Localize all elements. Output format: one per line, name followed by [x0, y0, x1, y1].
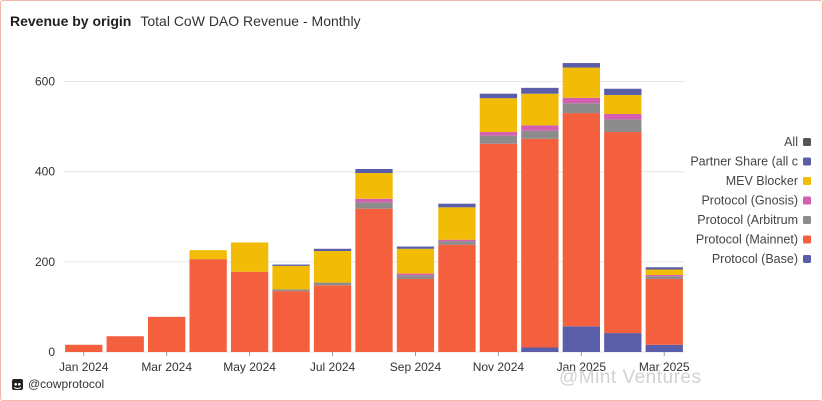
bar-segment — [355, 202, 393, 209]
bar-segment — [396, 246, 435, 249]
bar-segment — [479, 143, 518, 352]
legend-label: Partner Share (all c — [690, 155, 798, 169]
bar-segment — [148, 316, 186, 352]
bar-segment — [272, 265, 310, 290]
bar-segment — [479, 93, 518, 99]
bar-segment — [604, 95, 642, 114]
chart-title: Revenue by origin — [10, 13, 132, 29]
bar-segment — [189, 250, 227, 260]
x-tick-label: Jan 2025 — [557, 360, 607, 374]
bar-segment — [230, 271, 269, 352]
x-tick-label: Sep 2024 — [390, 360, 442, 374]
bar-segment — [521, 130, 559, 139]
bar-segment — [438, 203, 476, 208]
bar-segment — [562, 103, 600, 114]
bar-segment — [562, 97, 600, 104]
bar-segment — [604, 119, 642, 133]
footer-handle: @cowprotocol — [12, 377, 104, 391]
bar-segment — [521, 347, 559, 352]
x-tick-label: Mar 2024 — [141, 360, 192, 374]
legend-swatch — [803, 216, 811, 224]
bar-segment — [604, 132, 642, 334]
bar-segment — [65, 344, 103, 352]
bar-segment — [479, 135, 518, 144]
x-tick-label: Jul 2024 — [310, 360, 356, 374]
bar-segment — [645, 278, 683, 345]
bar-segment — [438, 239, 476, 242]
bar-segment — [272, 291, 310, 352]
bar-segment — [438, 241, 476, 245]
chart-subtitle: Total CoW DAO Revenue - Monthly — [140, 13, 361, 29]
y-tick-label: 200 — [35, 255, 55, 269]
legend-label: Protocol (Arbitrum — [697, 213, 798, 227]
legend-label: All — [784, 135, 798, 149]
cow-logo-icon — [12, 378, 23, 390]
x-tick-label: Nov 2024 — [473, 360, 525, 374]
legend-label: MEV Blocker — [726, 174, 798, 188]
bar-segment — [355, 168, 393, 174]
legend-swatch — [803, 255, 811, 263]
bar-segment — [313, 251, 352, 283]
bar-segment — [438, 244, 476, 352]
y-tick-label: 600 — [35, 75, 55, 89]
bar-segment — [313, 282, 352, 286]
x-tick-label: Jan 2024 — [59, 360, 109, 374]
legend-swatch — [803, 138, 811, 146]
footer-handle-text: @cowprotocol — [28, 377, 105, 391]
bar-segment — [396, 275, 435, 279]
bar-segment — [355, 208, 393, 352]
bar-segment — [521, 138, 559, 348]
bar-segment — [604, 333, 642, 352]
legend-label: Protocol (Mainnet) — [696, 233, 798, 247]
bar-segment — [189, 259, 227, 352]
bar-segment — [479, 132, 518, 136]
bar-segment — [645, 276, 683, 279]
legend-label: Protocol (Gnosis) — [701, 194, 798, 208]
bar-segment — [645, 269, 683, 275]
legend-swatch — [803, 196, 811, 205]
bar-segment — [479, 98, 518, 133]
bar-segment — [645, 274, 683, 277]
bar-segment — [645, 267, 683, 270]
bar-segment — [272, 264, 310, 266]
y-tick-label: 0 — [48, 345, 55, 359]
bar-segment — [562, 63, 600, 68]
bar-segment — [521, 93, 559, 126]
legend-swatch — [803, 157, 811, 166]
x-tick-label: Mar 2025 — [639, 360, 690, 374]
bar-segment — [230, 242, 269, 272]
bar-segment — [562, 326, 600, 352]
bar-segment — [604, 88, 642, 96]
bar-segment — [562, 67, 600, 98]
bar-segment — [604, 113, 642, 120]
y-tick-label: 400 — [35, 165, 55, 179]
bar-segment — [645, 344, 683, 352]
bar-segment — [355, 198, 393, 203]
chart-header: Revenue by origin Total CoW DAO Revenue … — [10, 13, 361, 35]
bar-segment — [396, 248, 435, 274]
bar-segment — [521, 125, 559, 131]
bar-segment — [106, 336, 144, 352]
x-tick-label: May 2024 — [223, 360, 276, 374]
legend-swatch — [803, 177, 811, 185]
watermark: @Mint Ventures — [559, 367, 702, 388]
bar-segment — [438, 207, 476, 240]
bar-segment — [313, 285, 352, 352]
bar-segment — [396, 273, 435, 276]
legend-swatch — [803, 235, 811, 244]
bar-segment — [272, 289, 310, 292]
legend-label: Protocol (Base) — [712, 252, 798, 266]
bar-segment — [396, 278, 435, 352]
bar-segment — [562, 113, 600, 327]
bar-segment — [521, 87, 559, 94]
bar-segment — [313, 248, 352, 252]
bar-segment — [355, 173, 393, 199]
